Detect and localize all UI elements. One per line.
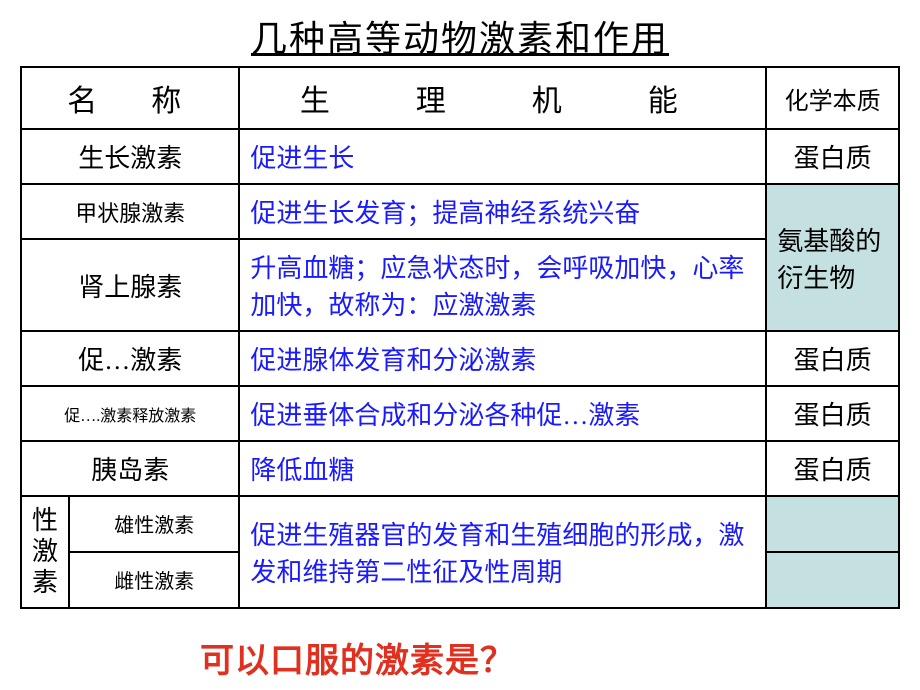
name-cell: 雌性激素 — [69, 552, 239, 608]
table-row: 促…激素 促进腺体发育和分泌激素 蛋白质 — [21, 331, 899, 386]
func-cell: 促进腺体发育和分泌激素 — [239, 331, 766, 386]
func-cell: 促进垂体合成和分泌各种促…激素 — [239, 386, 766, 441]
func-cell: 升高血糖；应急状态时，会呼吸加快，心率加快，故称为：应激激素 — [239, 239, 766, 331]
table-row: 生长激素 促进生长 蛋白质 — [21, 129, 899, 184]
page-title: 几种高等动物激素和作用 — [0, 0, 920, 66]
table-row: 胰岛素 降低血糖 蛋白质 — [21, 441, 899, 496]
func-cell: 促进生殖器官的发育和生殖细胞的形成，激发和维持第二性征及性周期 — [239, 496, 766, 608]
header-func-text: 生 理 机 能 — [300, 85, 706, 118]
func-cell: 促进生长 — [239, 129, 766, 184]
func-cell: 降低血糖 — [239, 441, 766, 496]
chem-cell: 蛋白质 — [766, 441, 899, 496]
chem-cell-highlight: 氨基酸的衍生物 — [766, 184, 899, 331]
hormone-table: 名 称 生 理 机 能 化学本质 生长激素 促进生长 蛋白质 甲状腺激素 促进生… — [20, 66, 900, 609]
table-row: 性激素 雄性激素 促进生殖器官的发育和生殖细胞的形成，激发和维持第二性征及性周期 — [21, 496, 899, 552]
name-cell: 促…激素 — [21, 331, 239, 386]
chem-cell-blank — [766, 552, 899, 608]
chem-cell: 蛋白质 — [766, 331, 899, 386]
col-header-func: 生 理 机 能 — [239, 67, 766, 129]
table-row: 甲状腺激素 促进生长发育；提高神经系统兴奋 氨基酸的衍生物 — [21, 184, 899, 239]
name-cell: 甲状腺激素 — [21, 184, 239, 239]
name-cell: 生长激素 — [21, 129, 239, 184]
col-header-name: 名 称 — [21, 67, 239, 129]
name-cell: 促….激素释放激素 — [21, 386, 239, 441]
name-cell: 胰岛素 — [21, 441, 239, 496]
header-name-text: 名 称 — [67, 85, 193, 118]
chem-cell: 蛋白质 — [766, 129, 899, 184]
func-cell: 促进生长发育；提高神经系统兴奋 — [239, 184, 766, 239]
table-header-row: 名 称 生 理 机 能 化学本质 — [21, 67, 899, 129]
col-header-chem: 化学本质 — [766, 67, 899, 129]
chem-cell: 蛋白质 — [766, 386, 899, 441]
name-cell: 雄性激素 — [69, 496, 239, 552]
name-cell: 肾上腺素 — [21, 239, 239, 331]
chem-cell-blank — [766, 496, 899, 552]
sex-hormone-label: 性激素 — [21, 496, 69, 608]
table-row: 促….激素释放激素 促进垂体合成和分泌各种促…激素 蛋白质 — [21, 386, 899, 441]
question-text: 可以口服的激素是？ — [200, 633, 515, 682]
